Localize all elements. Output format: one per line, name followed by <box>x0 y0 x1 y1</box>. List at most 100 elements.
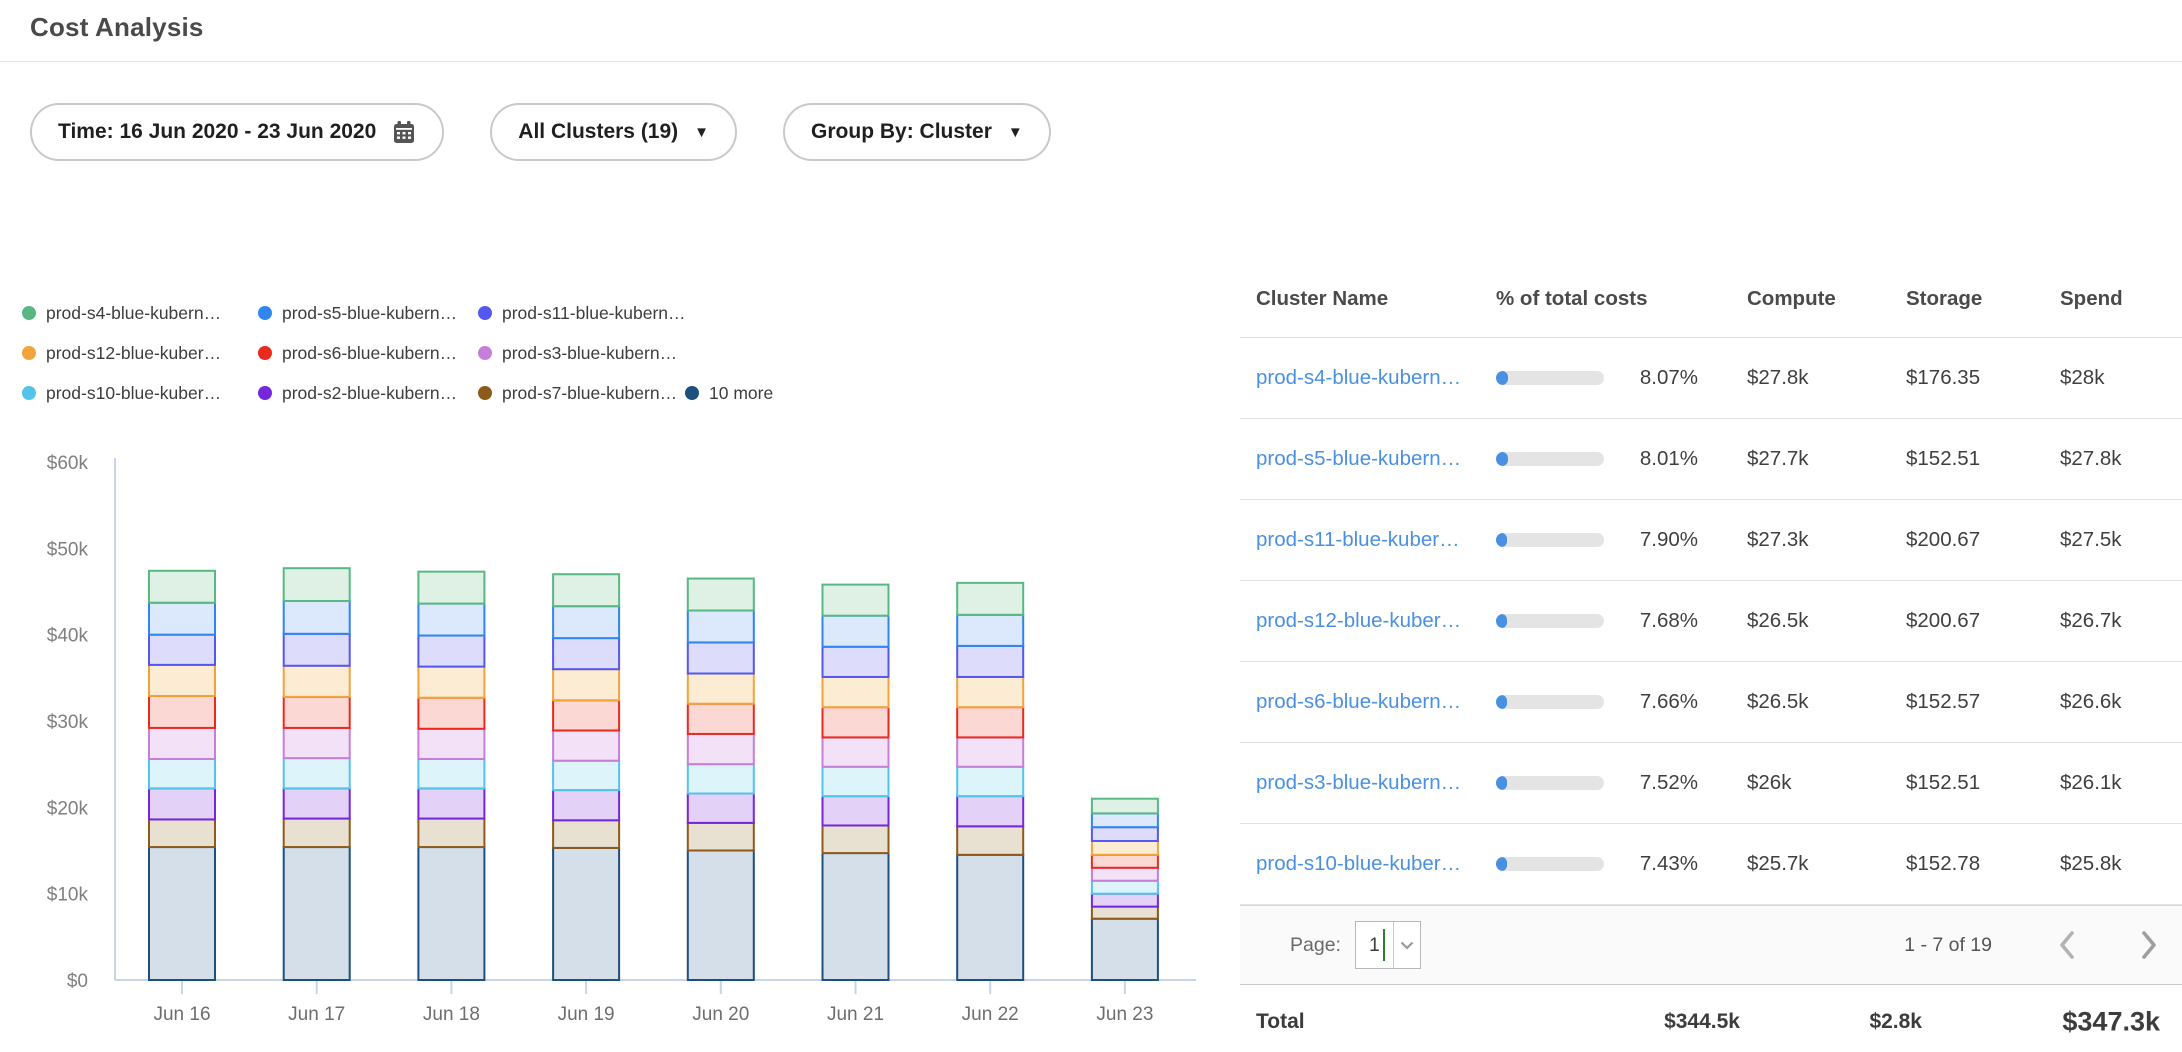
chevron-down-icon: ▼ <box>1008 125 1023 140</box>
time-range-filter[interactable]: Time: 16 Jun 2020 - 23 Jun 2020 <box>30 103 444 161</box>
bar-segment <box>284 697 350 728</box>
previous-page-button[interactable] <box>2058 930 2076 960</box>
cluster-cost-table: Cluster Name % of total costs Compute St… <box>1240 260 2182 1052</box>
legend-item[interactable]: prod-s5-blue-kubern… <box>258 303 478 324</box>
pct-progress-fill <box>1496 533 1507 547</box>
bar-segment <box>149 696 215 728</box>
pct-progress-fill <box>1496 371 1508 385</box>
bar-segment <box>1092 799 1158 814</box>
pct-value: 7.68% <box>1612 609 1698 633</box>
legend-item[interactable]: prod-s12-blue-kuber… <box>22 343 258 364</box>
next-page-button[interactable] <box>2140 930 2158 960</box>
bar-segment <box>418 698 484 729</box>
bar-segment <box>284 634 350 666</box>
chevron-down-icon <box>1394 922 1420 968</box>
cluster-name-link[interactable]: prod-s12-blue-kuber… <box>1256 609 1461 632</box>
y-axis-tick-label: $40k <box>47 626 89 647</box>
cluster-name-link[interactable]: prod-s10-blue-kuber… <box>1256 852 1461 875</box>
cluster-name-link[interactable]: prod-s4-blue-kubern… <box>1256 366 1461 389</box>
col-header-compute: Compute <box>1747 287 1906 311</box>
calendar-icon <box>392 120 416 144</box>
total-compute: $344.5k <box>1664 1010 1740 1034</box>
bar-segment <box>149 728 215 759</box>
bar-segment <box>284 666 350 697</box>
cluster-name-link[interactable]: prod-s3-blue-kubern… <box>1256 771 1461 794</box>
legend-label: prod-s3-blue-kubern… <box>502 343 677 364</box>
bar-segment <box>284 847 350 980</box>
bar-segment <box>957 737 1023 766</box>
compute-value: $25.7k <box>1747 852 1906 876</box>
pct-progress-fill <box>1496 857 1507 871</box>
legend-label: prod-s10-blue-kuber… <box>46 383 221 404</box>
pct-value: 7.52% <box>1612 771 1698 795</box>
pct-progress-bar <box>1496 857 1604 871</box>
legend-row: prod-s12-blue-kuber… prod-s6-blue-kubern…… <box>22 333 773 373</box>
x-axis-tick-label: Jun 21 <box>827 1004 884 1025</box>
bar-segment <box>418 729 484 759</box>
legend-color-dot <box>478 386 492 400</box>
pct-progress-bar <box>1496 614 1604 628</box>
table-row: prod-s11-blue-kuber…7.90%$27.3k$200.67$2… <box>1240 500 2182 581</box>
table-header-row: Cluster Name % of total costs Compute St… <box>1240 260 2182 338</box>
compute-value: $27.8k <box>1747 366 1906 390</box>
pct-progress-fill <box>1496 695 1507 709</box>
bar-segment <box>284 728 350 758</box>
total-label: Total <box>1256 1010 1305 1034</box>
compute-value: $27.3k <box>1747 528 1906 552</box>
legend-label: prod-s12-blue-kuber… <box>46 343 221 364</box>
legend-item[interactable]: prod-s4-blue-kubern… <box>22 303 258 324</box>
legend-item[interactable]: prod-s7-blue-kubern… <box>478 383 685 404</box>
bar-segment <box>149 819 215 847</box>
cluster-name-link[interactable]: prod-s6-blue-kubern… <box>1256 690 1461 713</box>
spend-value: $28k <box>2060 366 2182 390</box>
bar-segment <box>957 615 1023 646</box>
legend-item[interactable]: prod-s10-blue-kuber… <box>22 383 258 404</box>
legend-item[interactable]: prod-s3-blue-kubern… <box>478 343 685 364</box>
table-body: prod-s4-blue-kubern…8.07%$27.8k$176.35$2… <box>1240 338 2182 905</box>
page-select[interactable]: 1 <box>1355 921 1421 969</box>
col-header-pct: % of total costs <box>1496 287 1747 311</box>
bar-segment <box>688 734 754 764</box>
group-by-dropdown[interactable]: Group By: Cluster ▼ <box>783 103 1051 161</box>
legend-item[interactable]: prod-s2-blue-kubern… <box>258 383 478 404</box>
pct-progress-bar <box>1496 452 1604 466</box>
bar-segment <box>553 820 619 848</box>
bar-segment <box>688 851 754 981</box>
page-title: Cost Analysis <box>30 12 204 43</box>
bar-segment <box>823 616 889 647</box>
table-row: prod-s5-blue-kubern…8.01%$27.7k$152.51$2… <box>1240 419 2182 500</box>
legend-item[interactable]: prod-s6-blue-kubern… <box>258 343 478 364</box>
bar-segment <box>688 794 754 823</box>
clusters-filter-dropdown[interactable]: All Clusters (19) ▼ <box>490 103 737 161</box>
y-axis-tick-label: $50k <box>47 539 89 560</box>
spend-value: $26.1k <box>2060 771 2182 795</box>
group-by-label: Group By: Cluster <box>811 120 992 144</box>
cluster-name-link[interactable]: prod-s11-blue-kuber… <box>1256 528 1460 551</box>
bar-segment <box>553 730 619 760</box>
table-row: prod-s4-blue-kubern…8.07%$27.8k$176.35$2… <box>1240 338 2182 419</box>
compute-value: $26.5k <box>1747 690 1906 714</box>
legend-item[interactable]: prod-s11-blue-kubern… <box>478 303 685 324</box>
bar-segment <box>688 823 754 851</box>
bar-segment <box>418 667 484 698</box>
bar-segment <box>957 646 1023 677</box>
bar-segment <box>418 572 484 604</box>
bar-segment <box>957 826 1023 854</box>
bar-segment <box>149 571 215 603</box>
pct-progress-fill <box>1496 776 1507 790</box>
bar-segment <box>553 700 619 730</box>
total-storage: $2.8k <box>1869 1010 1922 1034</box>
bar-segment <box>823 707 889 737</box>
spend-value: $27.8k <box>2060 447 2182 471</box>
cluster-name-link[interactable]: prod-s5-blue-kubern… <box>1256 447 1461 470</box>
page-label: Page: <box>1290 934 1341 957</box>
legend-color-dot <box>478 306 492 320</box>
bar-segment <box>418 788 484 818</box>
bar-segment <box>553 574 619 606</box>
bar-segment <box>688 642 754 673</box>
legend-item[interactable]: 10 more <box>685 383 773 404</box>
bar-segment <box>1092 919 1158 980</box>
pct-value: 7.90% <box>1612 528 1698 552</box>
legend-color-dot <box>22 386 36 400</box>
y-axis-tick-label: $30k <box>47 712 89 733</box>
